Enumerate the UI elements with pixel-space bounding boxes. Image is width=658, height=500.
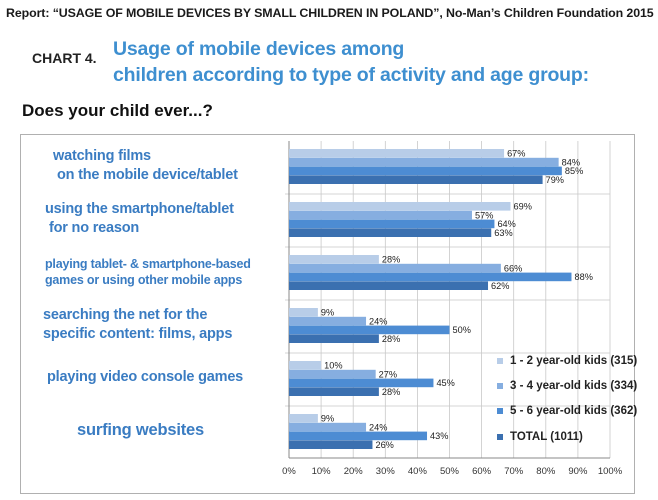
category-label-line: playing video console games	[47, 369, 244, 385]
bar-value-label: 64%	[497, 219, 515, 229]
category-label-line: playing tablet- & smartphone-based	[45, 256, 251, 271]
legend-swatch	[497, 357, 503, 364]
category-label-line: searching the net for the	[43, 306, 208, 323]
bar	[289, 361, 322, 370]
bar	[289, 166, 562, 176]
bar-value-label: 28%	[382, 334, 400, 344]
category-label-line: games or using other mobile apps	[45, 272, 243, 287]
category-label-line: watching films	[53, 147, 151, 164]
category-label: using the smartphone/tablet for no reason	[45, 200, 234, 238]
bar	[289, 149, 505, 158]
x-tick-label: 10%	[312, 466, 332, 477]
legend-series-name: 3 - 4 year-old kids	[510, 380, 608, 392]
category-label-line: for no reason	[49, 219, 140, 236]
bar	[289, 228, 492, 237]
legend-item: 1 - 2 year-old kids (315)	[497, 355, 637, 367]
bar-value-label: 28%	[382, 255, 400, 265]
bar	[289, 308, 318, 317]
legend-series-count: (315)	[607, 355, 638, 367]
bar-value-label: 43%	[430, 431, 448, 441]
x-tick-label: 80%	[536, 466, 556, 477]
bar	[289, 422, 367, 432]
bar	[289, 378, 434, 388]
bar-value-label: 45%	[436, 378, 454, 388]
bar-chart: 0% 10% 20% 30% 40% 50% 60% 70% 80% 90% 100%67%84%8…	[282, 141, 623, 477]
bar-value-label: 24%	[369, 316, 387, 326]
bar	[289, 316, 367, 326]
bar	[289, 255, 379, 264]
legend-series-count: (334)	[607, 380, 638, 392]
legend-item: 5 - 6 year-old kids (362)	[497, 405, 637, 417]
legend-series-name: 1 - 2 year-old kids	[510, 355, 608, 367]
bar-value-label: 88%	[574, 272, 592, 282]
x-tick-label: 40%	[408, 466, 428, 477]
bar	[289, 431, 428, 441]
x-tick-label: 100%	[598, 466, 623, 477]
bar-value-label: 66%	[504, 263, 522, 273]
bar-value-label: 10%	[324, 361, 342, 371]
category-label-line: surfing websites	[77, 421, 204, 439]
bar-value-label: 27%	[379, 369, 397, 379]
bar	[289, 157, 559, 167]
bar	[289, 202, 511, 211]
bar	[289, 281, 489, 290]
category-label: playing video console games	[47, 368, 243, 387]
x-tick-label: 30%	[376, 466, 396, 477]
bar	[289, 219, 495, 229]
bar	[289, 334, 379, 343]
bar-value-label: 9%	[321, 414, 334, 424]
x-tick-label: 20%	[344, 466, 364, 477]
bar-value-label: 9%	[321, 308, 334, 318]
chart-title-line-2: children according to type of activity a…	[113, 64, 589, 86]
bar	[289, 387, 379, 396]
category-label: watching films on the mobile device/table…	[53, 147, 238, 185]
bar-value-label: 57%	[475, 210, 493, 220]
report-title: Report: “USAGE OF MOBILE DEVICES BY SMAL…	[6, 6, 654, 20]
bar	[289, 175, 543, 184]
bar	[289, 210, 472, 220]
bar-value-label: 67%	[507, 149, 525, 159]
legend-series-count: (362)	[607, 405, 638, 417]
bar-value-label: 69%	[513, 202, 531, 212]
x-tick-label: 0%	[282, 466, 296, 477]
bar-value-label: 50%	[453, 325, 471, 335]
chart-frame: watching films on the mobile device/table…	[20, 134, 635, 494]
bar-value-label: 85%	[565, 166, 583, 176]
category-label: surfing websites	[77, 421, 204, 440]
x-tick-label: 60%	[472, 466, 492, 477]
bar-value-label: 28%	[382, 387, 400, 397]
bar-value-label: 84%	[562, 157, 580, 167]
legend-item: TOTAL (1011)	[497, 431, 583, 443]
chart-number: CHART 4.	[32, 50, 97, 66]
bar	[289, 263, 501, 273]
x-tick-label: 50%	[440, 466, 460, 477]
legend-swatch	[497, 433, 503, 440]
bar-value-label: 63%	[494, 228, 512, 238]
bar-value-label: 26%	[375, 440, 393, 450]
legend-series-name: 5 - 6 year-old kids	[510, 405, 608, 417]
bar	[289, 369, 376, 379]
legend-swatch	[497, 382, 503, 389]
chart-title-line-1: Usage of mobile devices among	[113, 38, 405, 60]
category-label-line: using the smartphone/tablet	[45, 200, 234, 217]
bar	[289, 440, 373, 449]
x-tick-label: 70%	[504, 466, 524, 477]
legend-series-name: TOTAL (1011)	[510, 431, 583, 443]
bar	[289, 325, 450, 335]
category-label: searching the net for the specific conten…	[43, 306, 232, 344]
bar-value-label: 62%	[491, 281, 509, 291]
category-label: playing tablet- & smartphone-based games …	[45, 256, 251, 288]
bar-value-label: 24%	[369, 422, 387, 432]
bar-value-label: 79%	[546, 175, 564, 185]
bar	[289, 414, 318, 423]
category-label-line: on the mobile device/tablet	[57, 166, 238, 183]
legend-item: 3 - 4 year-old kids (334)	[497, 380, 637, 392]
x-tick-label: 90%	[568, 466, 588, 477]
legend-swatch	[497, 407, 503, 414]
category-label-line: specific content: films, apps	[43, 325, 233, 342]
survey-question: Does your child ever...?	[22, 101, 213, 120]
bar	[289, 272, 572, 282]
